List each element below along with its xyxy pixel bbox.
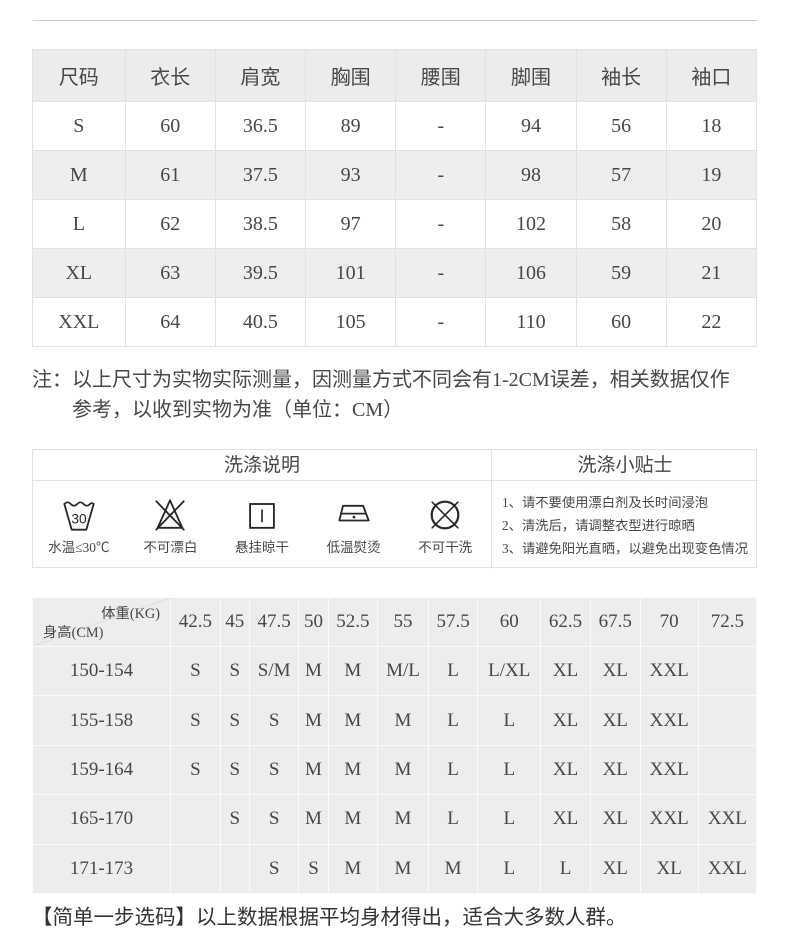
svg-text:30: 30 xyxy=(71,512,87,527)
